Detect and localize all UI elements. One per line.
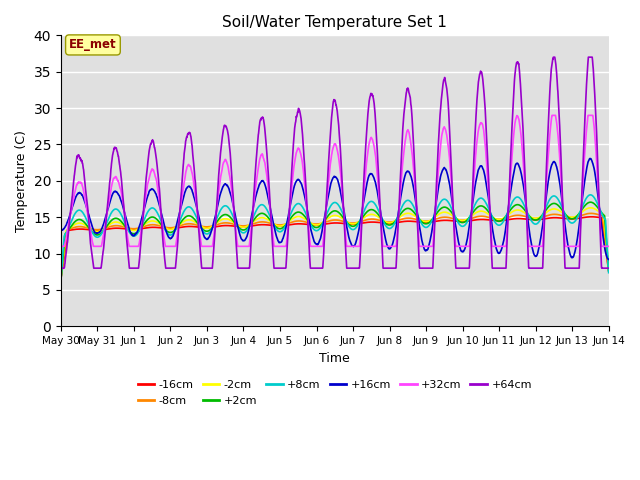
Text: EE_met: EE_met xyxy=(69,38,116,51)
Y-axis label: Temperature (C): Temperature (C) xyxy=(15,130,28,232)
Title: Soil/Water Temperature Set 1: Soil/Water Temperature Set 1 xyxy=(222,15,447,30)
X-axis label: Time: Time xyxy=(319,352,350,365)
Legend: -16cm, -8cm, -2cm, +2cm, +8cm, +16cm, +32cm, +64cm: -16cm, -8cm, -2cm, +2cm, +8cm, +16cm, +3… xyxy=(133,375,536,410)
